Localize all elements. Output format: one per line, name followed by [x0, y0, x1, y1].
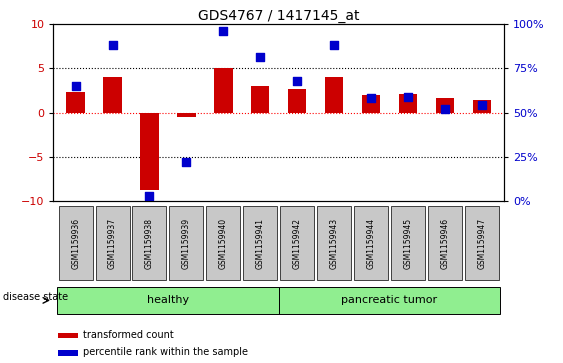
Text: healthy: healthy [147, 295, 189, 305]
Text: GSM1159944: GSM1159944 [367, 218, 376, 269]
Text: GSM1159943: GSM1159943 [329, 218, 338, 269]
Bar [57, 287, 279, 314]
Text: GSM1159946: GSM1159946 [440, 218, 449, 269]
Bar [132, 207, 167, 280]
Point [440, 106, 449, 112]
Text: GSM1159936: GSM1159936 [71, 218, 80, 269]
Bar [96, 207, 129, 280]
Text: GSM1159941: GSM1159941 [256, 218, 265, 269]
Point [477, 102, 486, 108]
Bar [464, 207, 499, 280]
Bar [58, 350, 78, 356]
Text: GSM1159938: GSM1159938 [145, 218, 154, 269]
Bar [436, 98, 454, 113]
Bar [104, 77, 122, 113]
Bar [317, 207, 351, 280]
Point [71, 83, 80, 89]
Point [182, 159, 191, 165]
Bar [243, 207, 277, 280]
Point [367, 95, 376, 101]
Bar [169, 207, 203, 280]
Point [256, 54, 265, 60]
Bar [472, 100, 491, 113]
Bar [280, 207, 314, 280]
Bar [206, 207, 240, 280]
Text: GSM1159937: GSM1159937 [108, 218, 117, 269]
Text: GSM1159945: GSM1159945 [404, 218, 413, 269]
Point [293, 78, 302, 83]
Bar [251, 86, 270, 113]
Text: pancreatic tumor: pancreatic tumor [341, 295, 437, 305]
Text: GSM1159947: GSM1159947 [477, 218, 486, 269]
Bar [59, 207, 93, 280]
Bar [399, 94, 417, 113]
Bar [325, 77, 343, 113]
Bar [177, 113, 195, 117]
Point [219, 28, 228, 34]
Bar [66, 92, 85, 113]
Text: percentile rank within the sample: percentile rank within the sample [83, 347, 248, 357]
Point [145, 193, 154, 199]
Title: GDS4767 / 1417145_at: GDS4767 / 1417145_at [198, 9, 359, 23]
Bar [214, 68, 233, 113]
Point [404, 94, 413, 99]
Bar [58, 333, 78, 338]
Text: GSM1159940: GSM1159940 [219, 218, 228, 269]
Bar [140, 113, 159, 190]
Text: disease state: disease state [3, 292, 68, 302]
Text: GSM1159939: GSM1159939 [182, 218, 191, 269]
Point [108, 42, 117, 48]
Text: transformed count: transformed count [83, 330, 173, 340]
Bar [391, 207, 425, 280]
Bar [288, 89, 306, 113]
Bar [428, 207, 462, 280]
Bar [279, 287, 500, 314]
Bar [354, 207, 388, 280]
Bar [362, 95, 380, 113]
Text: GSM1159942: GSM1159942 [293, 218, 302, 269]
Point [329, 42, 338, 48]
